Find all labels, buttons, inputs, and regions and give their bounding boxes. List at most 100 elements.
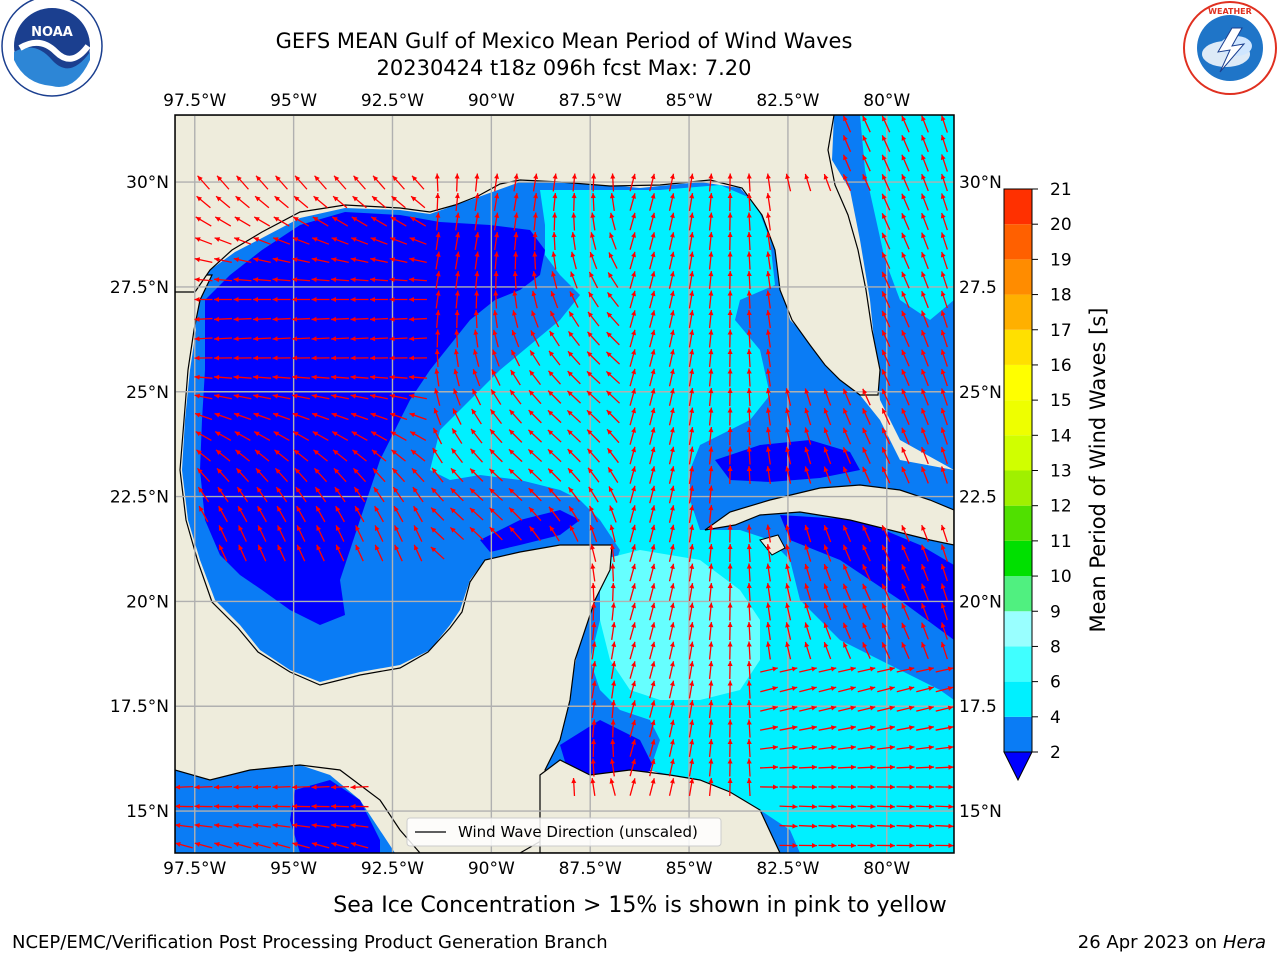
wave-direction-arrow (528, 389, 542, 405)
wave-direction-arrow (629, 563, 636, 582)
wave-direction-arrow (649, 232, 656, 250)
wave-direction-arrow (857, 745, 876, 750)
wave-direction-arrow (896, 784, 915, 790)
wave-direction-arrow (331, 237, 349, 245)
wave-direction-arrow (862, 154, 871, 172)
wave-direction-arrow (818, 843, 837, 849)
wave-direction-arrow (330, 823, 350, 828)
low-period-region-honduras (560, 720, 655, 780)
wave-direction-arrow (291, 277, 311, 283)
wave-direction-arrow (760, 686, 778, 693)
wave-direction-arrow (330, 316, 350, 322)
wave-direction-arrow (611, 622, 617, 640)
wave-direction-arrow (779, 843, 798, 849)
wave-direction-arrow (393, 505, 404, 523)
wave-direction-arrow (668, 661, 675, 679)
wave-direction-arrow (311, 374, 330, 380)
wave-direction-arrow (818, 705, 837, 712)
wave-direction-arrow (727, 192, 733, 212)
wave-direction-arrow (353, 175, 366, 190)
wave-direction-arrow (374, 505, 384, 523)
wave-direction-arrow (901, 563, 910, 582)
wave-direction-arrow (370, 257, 388, 264)
wave-direction-arrow (473, 329, 479, 348)
lon-tick-label-bottom: 85°W (666, 859, 713, 879)
lat-tick-label-right: 15°N (959, 802, 1002, 822)
wave-direction-arrow (668, 251, 675, 270)
wave-direction-arrow (410, 195, 426, 209)
wave-direction-arrow (804, 622, 812, 640)
wave-direction-arrow (350, 374, 369, 380)
wave-direction-arrow (196, 195, 211, 209)
wave-direction-arrow (779, 666, 798, 673)
wave-direction-arrow (408, 297, 428, 303)
wave-direction-arrow (688, 778, 695, 796)
wave-direction-arrow (292, 412, 310, 421)
wave-direction-arrow (194, 842, 213, 849)
wave-direction-arrow (294, 175, 308, 190)
wave-direction-arrow (350, 803, 369, 809)
wave-direction-arrow (474, 290, 480, 309)
wave-direction-arrow (688, 388, 695, 406)
colorbar-tick-label: 6 (1050, 673, 1061, 693)
wave-direction-arrow (896, 705, 915, 712)
wave-direction-arrow (607, 272, 619, 288)
wave-direction-arrow (688, 602, 695, 621)
wave-direction-arrow (649, 388, 656, 406)
wave-direction-arrow (668, 290, 675, 309)
wave-direction-arrow (350, 257, 369, 264)
wave-direction-arrow (629, 583, 636, 601)
wave-direction-arrow (785, 602, 792, 621)
wave-direction-arrow (331, 412, 349, 421)
wave-direction-arrow (508, 487, 523, 502)
wave-direction-arrow (291, 803, 311, 809)
wave-direction-arrow (881, 232, 891, 250)
wave-direction-arrow (292, 842, 310, 849)
wave-direction-arrow (649, 349, 656, 367)
wave-direction-arrow (649, 368, 656, 387)
wave-direction-arrow (921, 232, 929, 250)
wave-direction-arrow (785, 622, 792, 640)
wave-direction-arrow (842, 602, 852, 621)
wave-direction-arrow (272, 277, 291, 283)
wave-direction-arrow (590, 563, 596, 582)
wave-direction-arrow (568, 311, 580, 327)
wave-direction-arrow (804, 583, 812, 601)
wave-direction-arrow (765, 310, 771, 328)
wave-direction-arrow (915, 745, 935, 750)
wave-direction-arrow (818, 666, 837, 673)
wave-direction-arrow (389, 336, 408, 342)
wave-direction-arrow (862, 447, 871, 464)
wave-direction-arrow (606, 409, 620, 424)
wave-direction-arrow (257, 544, 267, 562)
wave-direction-arrow (921, 388, 929, 406)
wave-direction-arrow (233, 355, 252, 361)
wave-direction-arrow (355, 544, 364, 562)
wave-direction-arrow (688, 349, 695, 367)
wave-direction-arrow (591, 738, 597, 758)
wave-direction-arrow (746, 777, 752, 797)
wave-direction-arrow (759, 745, 779, 750)
wave-direction-arrow (688, 232, 695, 250)
wave-direction-arrow (688, 544, 695, 562)
wave-direction-arrow (921, 563, 929, 582)
wave-direction-arrow (708, 368, 714, 387)
wave-direction-arrow (291, 823, 311, 828)
wave-direction-arrow (493, 193, 500, 211)
wave-direction-arrow (727, 290, 733, 309)
wave-direction-arrow (746, 446, 752, 465)
wave-direction-arrow (474, 212, 480, 231)
wave-direction-arrow (765, 407, 771, 426)
wave-direction-arrow (369, 355, 389, 361)
wave-direction-arrow (940, 212, 948, 231)
wave-direction-arrow (527, 429, 543, 443)
wave-direction-arrow (708, 192, 714, 212)
wave-direction-arrow (350, 277, 369, 283)
wave-direction-arrow (862, 115, 871, 133)
wave-direction-arrow (508, 429, 523, 443)
wave-direction-arrow (389, 257, 408, 264)
wave-direction-arrow (430, 526, 445, 541)
wave-direction-arrow (688, 466, 695, 484)
wave-direction-arrow (629, 719, 636, 738)
wave-direction-arrow (276, 505, 287, 523)
